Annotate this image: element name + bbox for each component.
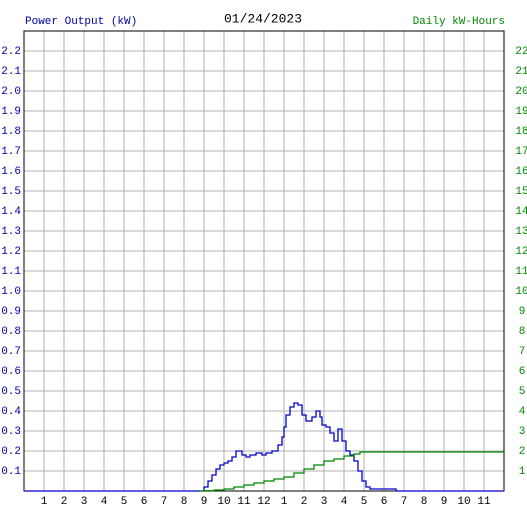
series-line [200, 451, 504, 492]
x-tick-label: 8 [181, 496, 188, 508]
y2-tick-label: 19 [515, 106, 527, 118]
plot-border [23, 30, 505, 492]
y-tick-label: 1.2 [1, 246, 21, 258]
y2-tick-label: 6 [519, 366, 526, 378]
x-tick-label: 5 [121, 496, 128, 508]
y2-tick-label: 13 [515, 226, 527, 238]
y2-tick-label: 21 [515, 66, 527, 78]
y-tick-label: 0.6 [1, 366, 21, 378]
y-tick-label: 0.9 [1, 306, 21, 318]
x-tick-label: 7 [401, 496, 408, 508]
x-tick-label: 12 [257, 496, 270, 508]
series-line [24, 402, 504, 492]
y-tick-label: 0.8 [1, 326, 21, 338]
x-tick-label: 11 [477, 496, 491, 508]
y2-tick-label: 17 [515, 146, 527, 158]
y2-tick-label: 11 [515, 266, 527, 278]
y-tick-label: 2.0 [1, 86, 21, 98]
x-tick-label: 3 [81, 496, 88, 508]
x-tick-label: 6 [141, 496, 148, 508]
y2-tick-label: 22 [515, 46, 527, 58]
y-tick-label: 0.2 [1, 446, 21, 458]
y-tick-label: 2.1 [1, 66, 21, 78]
x-tick-label: 2 [301, 496, 308, 508]
y-tick-label: 1.9 [1, 106, 21, 118]
x-tick-label: 8 [421, 496, 428, 508]
x-tick-label: 3 [321, 496, 328, 508]
x-tick-label: 10 [217, 496, 230, 508]
x-tick-label: 1 [281, 496, 288, 508]
y2-tick-label: 16 [515, 166, 527, 178]
x-tick-label: 2 [61, 496, 68, 508]
chart-title: 01/24/2023 [224, 11, 302, 26]
y-tick-label: 1.3 [1, 226, 21, 238]
y-tick-label: 2.2 [1, 46, 21, 58]
y2-tick-label: 10 [515, 286, 527, 298]
x-tick-label: 9 [441, 496, 448, 508]
y-tick-label: 0.5 [1, 386, 21, 398]
y2-tick-label: 1 [519, 466, 526, 478]
x-tick-label: 7 [161, 496, 168, 508]
y2-axis-title: Daily kW-Hours [413, 16, 505, 28]
x-tick-label: 10 [457, 496, 470, 508]
x-tick-label: 9 [201, 496, 208, 508]
y-tick-label: 1.1 [1, 266, 21, 278]
y-tick-label: 0.7 [1, 346, 21, 358]
y-tick-label: 1.7 [1, 146, 21, 158]
y2-tick-label: 2 [519, 446, 526, 458]
y-tick-label: 0.3 [1, 426, 21, 438]
x-tick-label: 1 [41, 496, 48, 508]
y2-tick-label: 4 [519, 406, 526, 418]
y-axis-title: Power Output (kW) [25, 16, 137, 28]
y-tick-label: 1.4 [1, 206, 21, 218]
y2-tick-label: 9 [519, 306, 526, 318]
y2-tick-label: 15 [515, 186, 527, 198]
y2-tick-label: 14 [515, 206, 527, 218]
y-tick-label: 1.0 [1, 286, 21, 298]
y2-tick-label: 7 [519, 346, 526, 358]
x-tick-label: 11 [237, 496, 251, 508]
y-tick-label: 1.8 [1, 126, 21, 138]
x-tick-label: 4 [101, 496, 108, 508]
y2-tick-label: 5 [519, 386, 526, 398]
y2-tick-label: 18 [515, 126, 527, 138]
y-tick-label: 0.4 [1, 406, 21, 418]
y-tick-label: 1.5 [1, 186, 21, 198]
x-tick-label: 6 [381, 496, 388, 508]
y2-tick-label: 12 [515, 246, 527, 258]
x-tick-label: 5 [361, 496, 368, 508]
y2-tick-label: 8 [519, 326, 526, 338]
y-tick-label: 0.1 [1, 466, 21, 478]
y-tick-label: 1.6 [1, 166, 21, 178]
y2-tick-label: 20 [515, 86, 527, 98]
y2-tick-label: 3 [519, 426, 526, 438]
x-tick-label: 4 [341, 496, 348, 508]
